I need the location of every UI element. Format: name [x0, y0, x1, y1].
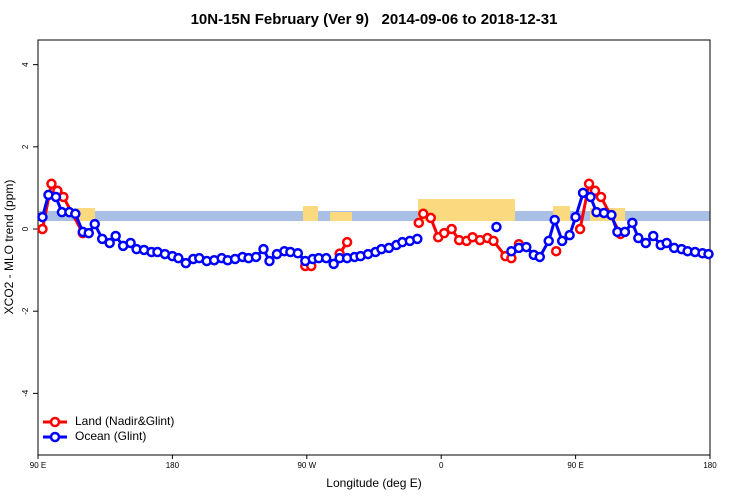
legend-label: Land (Nadir&Glint) — [75, 414, 174, 428]
data-point — [250, 251, 262, 263]
data-point — [491, 221, 502, 233]
data-point — [488, 235, 499, 247]
data-point — [521, 241, 532, 253]
data-point — [110, 230, 121, 242]
data-point — [534, 251, 546, 263]
data-point — [703, 248, 714, 260]
data-point — [258, 243, 269, 255]
x-tick-label: 180 — [703, 461, 717, 470]
data-point — [264, 255, 275, 267]
coverage-patch — [303, 206, 318, 221]
data-point — [50, 191, 62, 203]
data-point — [418, 208, 429, 220]
x-tick-label: 90 W — [297, 461, 316, 470]
data-point — [104, 237, 115, 249]
coverage-band — [38, 211, 710, 221]
y-tick-label: -4 — [21, 389, 30, 397]
data-point — [556, 235, 568, 247]
data-point — [446, 223, 457, 235]
data-point — [543, 235, 554, 247]
data-point — [173, 252, 184, 264]
x-tick-label: 90 E — [567, 461, 583, 470]
coverage-strip — [38, 199, 710, 221]
data-point — [633, 232, 644, 244]
data-point — [328, 258, 339, 270]
data-point — [606, 209, 617, 221]
data-point — [619, 226, 631, 238]
data-point — [412, 233, 423, 245]
data-point — [550, 245, 562, 257]
legend-marker — [49, 416, 61, 428]
data-point — [425, 212, 436, 224]
data-point — [70, 208, 81, 220]
y-tick-label: -2 — [21, 307, 30, 315]
data-point — [648, 230, 659, 242]
y-tick-label: 4 — [21, 62, 30, 67]
data-point — [320, 252, 332, 264]
coverage-patch — [77, 208, 95, 221]
plot-frame — [37, 39, 711, 456]
data-point — [83, 227, 95, 239]
data-point — [661, 237, 672, 249]
x-tick-label: 90 E — [30, 461, 46, 470]
data-point — [595, 191, 607, 203]
legend-label: Ocean (Glint) — [75, 429, 146, 443]
data-point — [640, 237, 652, 249]
data-point — [577, 187, 589, 199]
y-tick-label: 0 — [21, 226, 30, 231]
y-axis-label: XCO2 - MLO trend (ppm) — [2, 180, 16, 315]
data-point — [37, 223, 48, 235]
data-point — [585, 191, 596, 203]
data-point — [341, 236, 353, 248]
data-point — [46, 178, 57, 190]
data-point — [438, 227, 450, 239]
data-point — [413, 217, 425, 229]
x-tick-label: 0 — [439, 461, 444, 470]
data-point — [125, 237, 136, 249]
y-tick-label: 2 — [21, 144, 30, 149]
data-point — [292, 248, 304, 259]
x-tick-label: 180 — [166, 461, 180, 470]
data-point — [89, 218, 100, 230]
data-point — [574, 223, 586, 235]
coverage-patch — [418, 199, 515, 221]
x-axis-label: Longitude (deg E) — [326, 476, 421, 490]
coverage-patch — [330, 212, 352, 221]
data-point — [37, 211, 48, 223]
data-point — [96, 233, 108, 245]
data-point — [570, 211, 581, 223]
chart-title: 10N-15N February (Ver 9) 2014-09-06 to 2… — [191, 11, 558, 28]
data-point — [564, 229, 575, 241]
data-point — [583, 178, 595, 190]
data-point — [627, 217, 638, 229]
legend-marker — [49, 431, 61, 443]
data-point — [549, 214, 560, 226]
data-point — [180, 257, 192, 269]
